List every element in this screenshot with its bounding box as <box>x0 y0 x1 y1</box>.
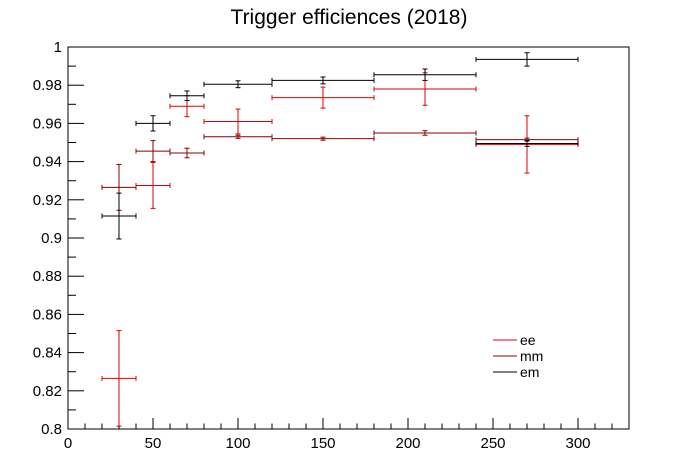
plot-frame <box>67 46 630 430</box>
y-tick-label: 1 <box>54 39 62 56</box>
x-tick-label: 50 <box>145 435 162 452</box>
data-point-mm <box>135 140 171 163</box>
data-point-em <box>475 52 579 67</box>
series-mm <box>101 130 579 211</box>
data-point-ee <box>203 108 273 135</box>
x-tick-label: 300 <box>565 435 590 452</box>
x-tick-label: 150 <box>310 435 335 452</box>
y-tick-label: 0.98 <box>33 77 62 94</box>
x-tick-label: 200 <box>395 435 420 452</box>
data-point-em <box>135 115 171 132</box>
axes: 0 50 100 150 200 250 300 0.8 0.82 0.84 0.86 0.88 0.9… <box>33 39 630 452</box>
data-point-mm <box>373 130 477 136</box>
y-tick-label: 0.8 <box>41 421 62 438</box>
data-point-mm <box>271 136 375 142</box>
x-tick-label: 250 <box>480 435 505 452</box>
y-tick-label: 0.86 <box>33 306 62 323</box>
x-tick-label: 100 <box>225 435 250 452</box>
y-tick-label: 0.96 <box>33 115 62 132</box>
data-marks <box>101 52 579 427</box>
data-point-em <box>101 192 137 240</box>
data-point-em <box>475 140 579 147</box>
data-point-em <box>373 68 477 81</box>
data-point-em <box>169 90 205 101</box>
y-tick-label: 0.9 <box>41 230 62 247</box>
data-point-ee <box>135 162 171 209</box>
y-tick-label: 0.82 <box>33 383 62 400</box>
chart-title: Trigger efficiences (2018) <box>231 6 468 29</box>
legend-label-mm: mm <box>520 348 543 364</box>
legend-label-ee: ee <box>520 332 536 348</box>
data-point-em <box>271 76 375 85</box>
data-point-mm <box>203 134 273 140</box>
series-ee <box>101 72 579 427</box>
y-tick-label: 0.94 <box>33 154 62 171</box>
x-tick-label: 0 <box>64 435 72 452</box>
series-em <box>101 52 579 240</box>
y-tick-label: 0.88 <box>33 268 62 285</box>
legend-label-em: em <box>520 364 539 380</box>
y-tick-label: 0.84 <box>33 345 62 362</box>
y-tick-label: 0.92 <box>33 192 62 209</box>
data-point-em <box>203 80 273 89</box>
data-point-ee <box>101 330 137 427</box>
data-point-ee <box>271 86 375 109</box>
data-point-mm <box>169 147 205 159</box>
